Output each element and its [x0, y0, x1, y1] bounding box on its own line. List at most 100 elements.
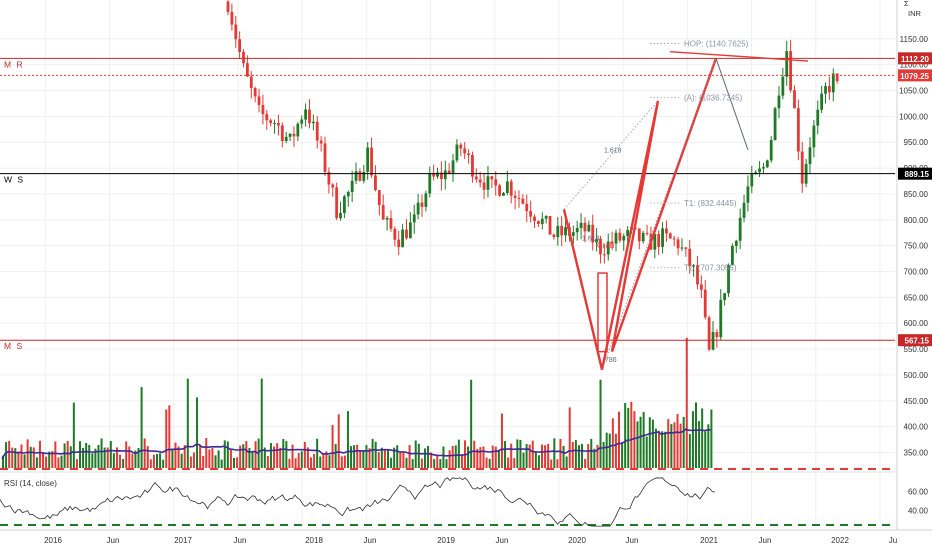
volume-bar — [645, 436, 648, 468]
volume-bar — [186, 378, 189, 468]
volume-bar — [676, 414, 679, 468]
target-label-1: (A): (1036.7345) — [684, 93, 743, 102]
candle-body — [835, 73, 839, 82]
candle-body — [339, 212, 342, 219]
volume-bar — [269, 443, 272, 468]
volume-bar — [559, 438, 562, 468]
candle-body — [521, 198, 525, 204]
volume-bar — [695, 402, 697, 468]
volume-bar — [236, 457, 239, 468]
volume-bar — [408, 445, 411, 468]
volume-bar — [362, 451, 365, 468]
volume-bar — [325, 451, 328, 468]
candle-body — [692, 265, 695, 267]
candle-body — [296, 123, 300, 137]
candle-body — [300, 119, 304, 124]
volume-bar — [29, 446, 32, 468]
candle-body — [327, 171, 331, 185]
volume-bar — [537, 455, 540, 468]
candle-body — [432, 172, 436, 177]
candle-body — [335, 187, 339, 219]
price-tick-1: 1100.00 — [900, 61, 929, 70]
level-tag-text-3: 567.15 — [905, 337, 930, 346]
candle-body — [754, 172, 758, 175]
candle-body — [482, 182, 486, 190]
volume-bar — [285, 441, 288, 468]
volume-bar — [562, 445, 565, 468]
volume-bar — [633, 411, 636, 468]
candle-body — [505, 181, 509, 193]
volume-bar — [371, 438, 374, 468]
candle-body — [277, 123, 280, 126]
volume-bar — [574, 440, 577, 468]
rsi-line — [0, 477, 716, 527]
candle-body — [366, 147, 370, 172]
volume-bar — [112, 453, 115, 468]
volume-bar — [448, 450, 451, 468]
candle-body — [257, 96, 261, 106]
volume-bar — [174, 442, 177, 468]
volume-bar — [85, 442, 88, 468]
candle-body — [280, 125, 284, 141]
volume-bar — [109, 441, 112, 468]
candle-body — [385, 217, 389, 220]
volume-bar — [553, 438, 556, 468]
volume-bar — [374, 441, 377, 468]
candle-body — [525, 203, 529, 212]
candle-body — [808, 147, 812, 165]
volume-bar — [593, 448, 596, 468]
volume-bar — [534, 451, 537, 468]
candle-body — [253, 87, 257, 97]
price-tick-8: 750.00 — [904, 242, 929, 251]
candle-body — [676, 239, 680, 249]
volume-bar — [54, 441, 57, 468]
time-tick-3: Jun — [234, 536, 247, 545]
time-tick-0: 2016 — [44, 536, 62, 545]
level-tag-2 — [898, 167, 932, 180]
candle-body — [412, 214, 416, 223]
volume-bar — [297, 453, 300, 468]
volume-bar — [288, 458, 291, 468]
volume-bar — [57, 457, 60, 468]
harmonic-legs — [562, 57, 718, 370]
volume-bar — [587, 444, 590, 468]
candle-body — [746, 186, 750, 203]
candle-body — [246, 63, 249, 77]
candle-body — [401, 229, 404, 248]
volume-bar — [651, 419, 654, 468]
volume-bar — [334, 444, 337, 468]
volume-bar — [199, 445, 202, 468]
candle-body — [249, 76, 253, 88]
volume-ma-line — [1, 428, 711, 460]
candle-body — [474, 176, 478, 180]
volume-bar — [282, 439, 285, 468]
candle-body — [680, 247, 684, 249]
price-tick-3: 1000.00 — [899, 112, 928, 121]
volume-bar — [171, 448, 174, 468]
candle-body — [234, 24, 238, 40]
candle-body — [653, 234, 657, 250]
candle-body — [494, 179, 498, 186]
time-tick-9: Jun — [626, 536, 639, 545]
candle-body — [346, 192, 350, 197]
volume-bar — [390, 457, 393, 468]
volume-bar — [23, 454, 26, 468]
volume-bar — [94, 448, 97, 468]
price-tick-7: 800.00 — [904, 216, 929, 225]
volume-bar — [69, 446, 72, 468]
volume-bar — [8, 440, 11, 468]
candle-body — [273, 123, 276, 125]
volume-bar — [162, 459, 165, 468]
volume-bar — [497, 450, 500, 468]
candle-body — [529, 211, 533, 217]
volume-bar — [541, 444, 543, 468]
volume-bar — [72, 402, 75, 468]
candle-body — [389, 217, 393, 229]
projection-line — [715, 58, 749, 151]
volume-bar — [654, 428, 657, 468]
candle-body — [789, 51, 792, 91]
volume-bar — [291, 444, 294, 468]
volume-bar — [673, 422, 676, 468]
